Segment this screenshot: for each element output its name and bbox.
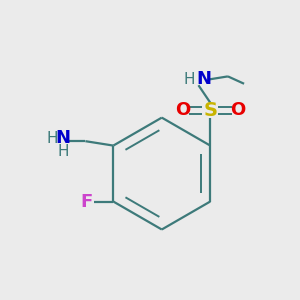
Text: H: H <box>184 72 195 87</box>
Text: N: N <box>56 129 71 147</box>
Text: H: H <box>58 144 69 159</box>
Text: H: H <box>46 131 58 146</box>
Text: N: N <box>197 70 212 88</box>
Text: O: O <box>231 101 246 119</box>
Text: F: F <box>81 193 93 211</box>
Text: S: S <box>203 101 217 120</box>
Text: O: O <box>175 101 190 119</box>
